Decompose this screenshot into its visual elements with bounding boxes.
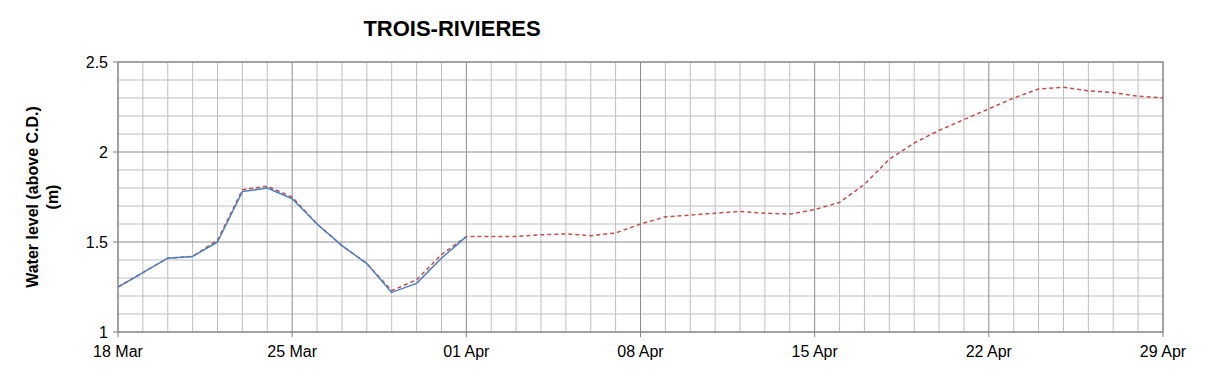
- minor-grid-line: [491, 62, 492, 332]
- x-tick-label: 22 Apr: [966, 343, 1013, 360]
- y-grid-line: [118, 242, 1163, 243]
- y-tick: [113, 62, 118, 63]
- y-tick-label: 1.5: [86, 234, 108, 251]
- minor-grid-line: [142, 62, 143, 332]
- minor-grid-line: [565, 62, 566, 332]
- minor-grid-line: [665, 62, 666, 332]
- minor-grid-line: [1138, 62, 1139, 332]
- x-tick: [118, 332, 119, 337]
- minor-grid-line: [914, 62, 915, 332]
- minor-grid-line: [764, 62, 765, 332]
- chart: 1 1.5 2 2.5 18 Mar 25 Mar 01 Apr 08 Apr 15 Apr 22…: [0, 0, 1209, 378]
- minor-grid-line: [615, 62, 616, 332]
- minor-grid-line: [740, 62, 741, 332]
- x-tick-label: 29 Apr: [1140, 343, 1187, 360]
- minor-grid-line: [242, 62, 243, 332]
- y-tick-label: 1: [99, 324, 108, 341]
- minor-grid-line: [963, 62, 964, 332]
- title: TROIS-RIVIERES: [363, 16, 540, 41]
- y-tick-label: 2: [99, 144, 108, 161]
- minor-grid-line: [1088, 62, 1089, 332]
- y-tick-label: 2.5: [86, 54, 108, 71]
- x-tick-label: 01 Apr: [443, 343, 490, 360]
- minor-grid-line: [715, 62, 716, 332]
- plot-frame: [118, 62, 1163, 332]
- y-axis-label: Water level (above C.D.)(m): [24, 106, 61, 288]
- minor-grid-line: [317, 62, 318, 332]
- x-grid-line: [466, 62, 467, 332]
- minor-grid-line: [1113, 62, 1114, 332]
- x-grid-line: [640, 62, 641, 332]
- grid: [118, 62, 1163, 332]
- x-tick-label: 15 Apr: [792, 343, 839, 360]
- minor-grid-line: [217, 62, 218, 332]
- x-tick-label: 25 Mar: [267, 343, 317, 360]
- minor-grid-line: [540, 62, 541, 332]
- minor-grid-line: [789, 62, 790, 332]
- x-tick-label: 18 Mar: [93, 343, 143, 360]
- minor-grid-line: [516, 62, 517, 332]
- x-tick: [1163, 332, 1164, 337]
- minor-grid-line: [267, 62, 268, 332]
- minor-grid-line: [167, 62, 168, 332]
- minor-grid-line: [441, 62, 442, 332]
- minor-grid-line: [1063, 62, 1064, 332]
- y-grid-line: [118, 152, 1163, 153]
- x-grid-line: [814, 62, 815, 332]
- minor-grid-line: [366, 62, 367, 332]
- series-line: [118, 188, 466, 292]
- minor-grid-line: [690, 62, 691, 332]
- series-line: [118, 87, 1163, 290]
- x-tick: [988, 332, 989, 337]
- minor-grid-line: [192, 62, 193, 332]
- x-tick: [814, 332, 815, 337]
- x-tick: [640, 332, 641, 337]
- minor-grid-line: [839, 62, 840, 332]
- minor-grid-line: [416, 62, 417, 332]
- series-group: [118, 87, 1163, 292]
- minor-grid-line: [341, 62, 342, 332]
- minor-grid-line: [939, 62, 940, 332]
- y-tick: [113, 332, 118, 333]
- x-grid-line: [988, 62, 989, 332]
- minor-grid-line: [889, 62, 890, 332]
- y-tick: [113, 242, 118, 243]
- y-tick: [113, 152, 118, 153]
- minor-grid-line: [1038, 62, 1039, 332]
- x-tick: [466, 332, 467, 337]
- x-tick-label: 08 Apr: [617, 343, 664, 360]
- minor-grid-line: [864, 62, 865, 332]
- x-tick: [292, 332, 293, 337]
- minor-grid-line: [1013, 62, 1014, 332]
- minor-grid-line: [590, 62, 591, 332]
